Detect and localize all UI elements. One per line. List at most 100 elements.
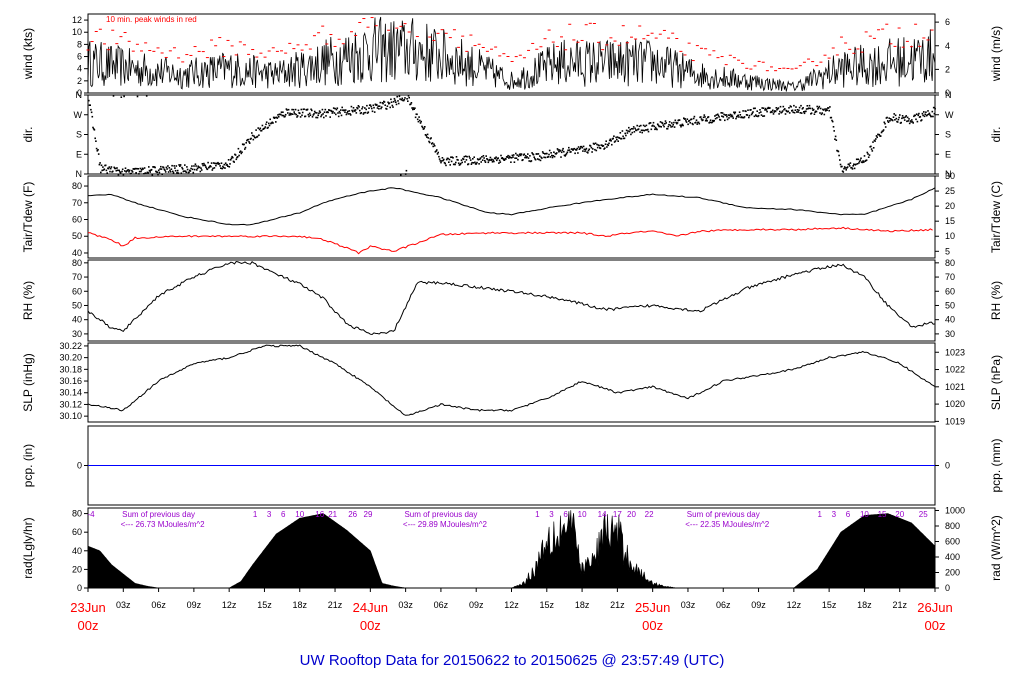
dir-point xyxy=(879,135,882,137)
dir-point xyxy=(550,152,552,154)
dir-point xyxy=(359,109,361,112)
dir-point xyxy=(482,155,485,157)
rad-sum-title: Sum of previous day xyxy=(122,510,195,519)
dir-point xyxy=(464,161,466,163)
dir-point xyxy=(704,119,707,122)
rad-hour-marker: 6 xyxy=(281,510,286,519)
dir-point xyxy=(916,120,919,123)
dir-point xyxy=(149,171,151,173)
dir-point xyxy=(264,126,267,128)
dir-point xyxy=(227,159,230,161)
dir-point xyxy=(101,169,103,172)
dir-point xyxy=(440,161,442,164)
dir-point xyxy=(384,104,386,106)
dir-point xyxy=(311,109,313,112)
dir-point xyxy=(764,107,767,110)
dir-point xyxy=(483,157,485,159)
dir-point xyxy=(409,103,412,105)
dir-point xyxy=(559,150,562,152)
dir-point xyxy=(107,167,110,170)
dir-point xyxy=(517,158,519,161)
dir-point xyxy=(842,171,845,173)
dir-point xyxy=(368,107,370,109)
dir-point xyxy=(805,108,808,110)
dir-point xyxy=(251,132,253,134)
dir-point xyxy=(730,115,732,118)
dir-point xyxy=(254,136,257,139)
dir-point xyxy=(228,166,231,168)
dir-point xyxy=(137,168,139,170)
dir-point xyxy=(772,113,775,115)
dir-point xyxy=(289,112,291,115)
dir-point xyxy=(485,155,487,157)
dir-point xyxy=(340,114,343,117)
dir-point xyxy=(222,165,224,168)
dir-point xyxy=(193,165,195,167)
dir-point xyxy=(541,151,544,153)
dir-point xyxy=(448,161,450,163)
dir-point xyxy=(512,156,514,158)
dir-point xyxy=(376,103,378,106)
dir-point xyxy=(124,167,127,169)
dir-point xyxy=(852,165,854,167)
dir-point xyxy=(175,165,178,167)
dir-point xyxy=(459,163,461,166)
dir-point xyxy=(424,126,426,128)
dir-point xyxy=(575,149,578,151)
dir-point xyxy=(412,107,415,109)
dir-point xyxy=(832,126,835,128)
dir-point xyxy=(930,115,933,118)
slp-ylabel-right: SLP (hPa) xyxy=(989,355,1003,410)
dir-point xyxy=(884,122,886,125)
dir-point xyxy=(664,120,667,122)
dir-point xyxy=(865,159,868,161)
dir-point xyxy=(191,165,193,167)
dir-point xyxy=(491,158,493,161)
dir-point xyxy=(494,157,497,160)
dir-point xyxy=(728,117,730,119)
dir-point xyxy=(334,107,336,110)
dir-point xyxy=(726,115,728,118)
dir-point xyxy=(872,147,875,149)
dir-point xyxy=(700,118,703,120)
x-tick-label: 18z xyxy=(575,600,590,610)
dir-point xyxy=(547,155,550,158)
slp-tick-label-left: 30.14 xyxy=(59,388,82,398)
dir-point xyxy=(251,134,254,137)
temp-tick-label-left: 50 xyxy=(72,231,82,241)
dir-point xyxy=(162,166,165,169)
dir-point xyxy=(385,108,388,110)
dir-point xyxy=(147,171,149,174)
dir-point xyxy=(815,110,818,113)
dir-point xyxy=(659,125,661,128)
dir-point xyxy=(898,116,900,119)
dir-point xyxy=(373,111,376,113)
dir-point xyxy=(875,135,878,137)
dir-point xyxy=(376,107,379,109)
dir-tick-label-left: N xyxy=(76,90,83,100)
dir-point xyxy=(863,161,865,163)
dir-point xyxy=(589,145,592,147)
dir-point xyxy=(685,121,688,123)
dir-point xyxy=(407,100,409,102)
dir-point xyxy=(515,152,517,155)
rad-sum-title: Sum of previous day xyxy=(687,510,760,519)
dir-point xyxy=(829,106,831,108)
dir-point xyxy=(532,153,535,156)
dir-point xyxy=(746,114,749,116)
dir-point xyxy=(920,119,923,121)
dir-point xyxy=(116,167,118,169)
dir-point xyxy=(358,106,360,108)
dir-ylabel-right: dir. xyxy=(989,126,1003,142)
dir-point xyxy=(734,111,737,114)
dir-point xyxy=(239,150,242,152)
dir-point xyxy=(755,114,757,116)
dir-point xyxy=(628,126,630,129)
dir-point xyxy=(235,158,238,161)
dir-point xyxy=(378,108,380,110)
dir-point xyxy=(844,167,847,169)
dir-point xyxy=(577,152,579,154)
x-tick-label: 03z xyxy=(116,600,131,610)
temp-series-tair xyxy=(88,187,936,226)
dir-point xyxy=(219,165,221,167)
